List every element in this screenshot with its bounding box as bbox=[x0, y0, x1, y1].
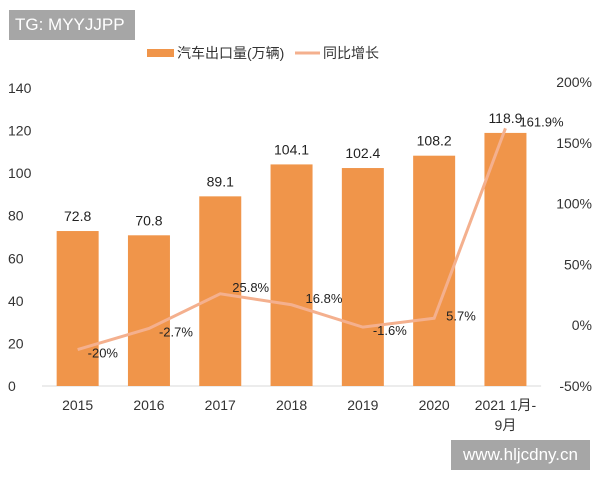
right-axis-tick: 0% bbox=[572, 317, 592, 333]
bar-value-label: 102.4 bbox=[345, 145, 380, 161]
bar-value-label: 118.9 bbox=[488, 110, 522, 126]
x-axis-tick: 2020 bbox=[419, 397, 450, 413]
left-axis-tick: 60 bbox=[8, 250, 24, 266]
legend-bar-swatch bbox=[147, 49, 174, 57]
growth-line bbox=[77, 127, 507, 351]
bar-value-label: 104.1 bbox=[274, 141, 309, 157]
left-axis-tick: 0 bbox=[8, 378, 16, 394]
growth-value-label: -2.7% bbox=[159, 324, 193, 339]
bar bbox=[413, 155, 456, 386]
right-axis-tick: 150% bbox=[556, 135, 592, 151]
x-axis-tick: 9月 bbox=[495, 417, 517, 433]
left-axis-tick: 20 bbox=[8, 335, 24, 351]
watermark-bottom-right: www.hljcdny.cn bbox=[451, 440, 590, 470]
left-axis-tick: 140 bbox=[8, 80, 32, 96]
left-axis-tick: 100 bbox=[8, 165, 32, 181]
growth-value-label: -1.6% bbox=[373, 323, 407, 338]
right-axis-tick: 200% bbox=[556, 74, 592, 90]
legend-bar-label: 汽车出口量(万辆) bbox=[177, 45, 284, 61]
left-axis-tick: 120 bbox=[8, 123, 32, 139]
growth-value-label: 5.7% bbox=[446, 308, 476, 323]
bar bbox=[56, 231, 99, 386]
bar-value-label: 89.1 bbox=[207, 173, 234, 189]
bar-value-label: 72.8 bbox=[64, 208, 91, 224]
right-axis-tick: 50% bbox=[564, 256, 592, 272]
x-axis-tick: 2018 bbox=[276, 397, 307, 413]
bar-value-label: 108.2 bbox=[417, 133, 452, 149]
x-axis-tick: 2017 bbox=[205, 397, 236, 413]
bar bbox=[270, 164, 313, 386]
growth-value-label: 161.9% bbox=[519, 114, 564, 129]
left-axis-tick: 40 bbox=[8, 293, 24, 309]
growth-value-label: 16.8% bbox=[306, 291, 343, 306]
x-axis-tick: 2019 bbox=[347, 397, 378, 413]
growth-value-label: -20% bbox=[88, 346, 119, 361]
watermark-top-left: TG: MYYJJPP bbox=[9, 10, 135, 40]
bar bbox=[341, 168, 384, 386]
x-axis-tick: 2021 1月- bbox=[475, 397, 537, 413]
growth-value-label: 25.8% bbox=[232, 280, 269, 295]
legend-line-label: 同比增长 bbox=[323, 45, 379, 61]
bar bbox=[484, 132, 527, 386]
bar-value-label: 70.8 bbox=[135, 212, 162, 228]
right-axis-tick: -50% bbox=[559, 378, 592, 394]
right-axis-tick: 100% bbox=[556, 196, 592, 212]
x-axis-tick: 2015 bbox=[62, 397, 93, 413]
bar bbox=[127, 235, 170, 386]
bar bbox=[199, 196, 242, 386]
x-axis-tick: 2016 bbox=[133, 397, 164, 413]
left-axis-tick: 80 bbox=[8, 208, 24, 224]
